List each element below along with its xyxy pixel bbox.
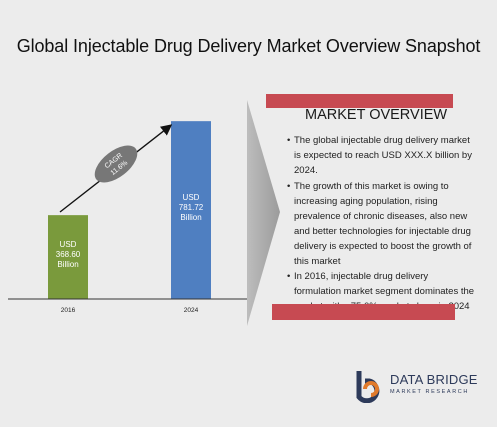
overview-top-bar [266, 94, 453, 108]
logo-name: DATA BRIDGE [390, 372, 478, 387]
x-tick-label: 2016 [61, 307, 76, 314]
bar-2016 [48, 215, 88, 299]
cagr-badge: CAGR 11.6% [94, 145, 138, 183]
bar-value-label: 781.72 [179, 203, 204, 212]
overview-bullet: The global injectable drug delivery mark… [287, 133, 477, 178]
overview-bottom-bar [272, 304, 455, 320]
logo-subtitle: MARKET RESEARCH [390, 389, 469, 395]
overview-bullet: The growth of this market is owing to in… [287, 179, 477, 269]
bar-2024 [171, 121, 211, 300]
chevron-arrow-icon [247, 100, 280, 326]
x-tick-label: 2024 [184, 307, 199, 314]
page-title: Global Injectable Drug Delivery Market O… [16, 36, 481, 56]
bar-value-label: USD [183, 193, 200, 202]
logo-icon [356, 371, 380, 403]
overview-heading: MARKET OVERVIEW [305, 107, 448, 123]
overview-bullets: The global injectable drug delivery mark… [287, 133, 477, 315]
bar-value-label: Billion [57, 260, 78, 269]
bar-value-label: Billion [180, 213, 201, 222]
bar-value-label: 368.60 [56, 250, 81, 259]
bar-value-label: USD [60, 240, 77, 249]
